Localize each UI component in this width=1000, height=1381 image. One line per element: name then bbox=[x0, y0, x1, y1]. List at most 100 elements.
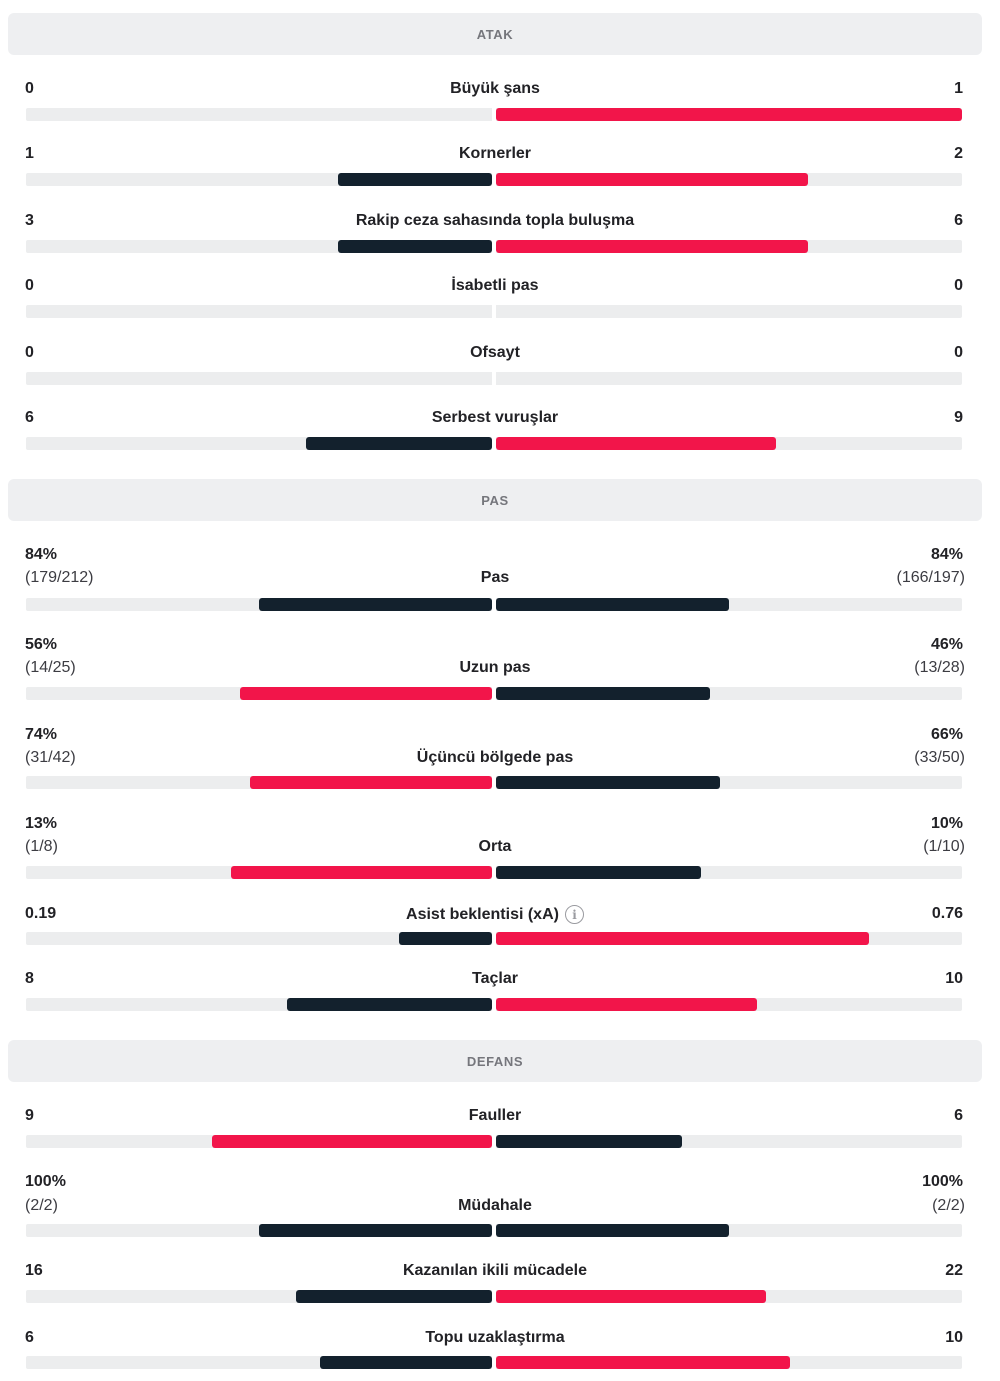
stat-label: Üçüncü bölgede pas bbox=[0, 749, 990, 767]
home-bar-fill bbox=[338, 240, 492, 253]
away-value: 100% bbox=[922, 1173, 963, 1190]
away-bar-track bbox=[496, 932, 962, 945]
away-value: 10 bbox=[945, 1329, 963, 1346]
home-value: 13% bbox=[25, 815, 58, 832]
away-bar-track bbox=[496, 776, 962, 789]
stat-label: Serbest vuruşlar bbox=[0, 409, 990, 427]
home-bar-fill bbox=[259, 1224, 492, 1237]
stat-label-text: Asist beklentisi (xA) bbox=[406, 905, 559, 923]
home-bar-fill bbox=[231, 866, 492, 879]
home-value: 100% bbox=[25, 1173, 66, 1190]
stat-label: Uzun pas bbox=[0, 659, 990, 677]
away-bar-fill bbox=[496, 108, 962, 121]
home-value: 3 bbox=[25, 212, 34, 229]
away-value: 2 bbox=[954, 145, 963, 162]
home-bar-track bbox=[26, 173, 492, 186]
home-bar-fill bbox=[306, 437, 492, 450]
away-bar-track bbox=[496, 598, 962, 611]
away-value: 6 bbox=[954, 1107, 963, 1124]
away-bar-track bbox=[496, 866, 962, 879]
info-icon[interactable]: i bbox=[564, 905, 584, 924]
stat-label-text: Üçüncü bölgede pas bbox=[416, 749, 574, 766]
away-value: 22 bbox=[945, 1262, 963, 1279]
home-bar-track bbox=[26, 866, 492, 879]
home-detail: (179/212) bbox=[25, 569, 94, 586]
away-bar-fill bbox=[496, 998, 757, 1011]
home-detail: (1/8) bbox=[25, 838, 58, 855]
home-value: 56% bbox=[25, 636, 58, 653]
away-value: 10% bbox=[930, 815, 963, 832]
home-value: 74% bbox=[25, 726, 58, 743]
stat-label-text: Uzun pas bbox=[459, 659, 531, 676]
away-bar-fill bbox=[496, 1224, 729, 1237]
section-header-atak: ATAK bbox=[8, 13, 982, 55]
home-value: 0 bbox=[25, 277, 34, 294]
home-bar-fill bbox=[399, 932, 492, 945]
stat-label-text: Müdahale bbox=[458, 1197, 532, 1214]
home-value: 9 bbox=[25, 1107, 34, 1124]
stat-label-text: Pas bbox=[480, 569, 510, 586]
away-value: 84% bbox=[930, 546, 963, 563]
home-value: 1 bbox=[25, 145, 34, 162]
home-bar-track bbox=[26, 1290, 492, 1303]
stat-label: Büyük şans bbox=[0, 80, 990, 98]
away-bar-track bbox=[496, 372, 962, 385]
away-detail: (13/28) bbox=[914, 659, 965, 676]
away-value: 0 bbox=[954, 344, 963, 361]
away-bar-fill bbox=[496, 173, 808, 186]
home-detail: (14/25) bbox=[25, 659, 76, 676]
stat-label: Müdahale bbox=[0, 1197, 990, 1215]
home-bar-track bbox=[26, 437, 492, 450]
home-bar-track bbox=[26, 372, 492, 385]
away-bar-track bbox=[496, 108, 962, 121]
stat-label: Asist beklentisi (xA) i bbox=[0, 905, 990, 924]
stat-label-text: Fauller bbox=[468, 1107, 522, 1124]
stat-label-text: Kornerler bbox=[458, 145, 532, 162]
away-detail: (33/50) bbox=[914, 749, 965, 766]
stat-label-text: İsabetli pas bbox=[451, 277, 539, 294]
stat-label-text: Büyük şans bbox=[450, 80, 540, 97]
stat-label: Fauller bbox=[0, 1107, 990, 1125]
home-bar-fill bbox=[287, 998, 492, 1011]
away-value: 1 bbox=[954, 80, 963, 97]
away-bar-fill bbox=[496, 687, 710, 700]
away-bar-track bbox=[496, 1224, 962, 1237]
home-value: 0.19 bbox=[25, 905, 57, 922]
stat-label-text: Orta bbox=[478, 838, 512, 855]
home-bar-fill bbox=[212, 1135, 492, 1148]
away-bar-track bbox=[496, 998, 962, 1011]
stat-label-text: Rakip ceza sahasında topla buluşma bbox=[355, 212, 635, 229]
home-bar-fill bbox=[320, 1356, 492, 1369]
stat-label: İsabetli pas bbox=[0, 277, 990, 295]
away-detail: (2/2) bbox=[932, 1197, 965, 1214]
home-bar-track bbox=[26, 776, 492, 789]
home-value: 8 bbox=[25, 970, 34, 987]
home-bar-track bbox=[26, 240, 492, 253]
away-bar-fill bbox=[496, 240, 808, 253]
away-detail: (166/197) bbox=[896, 569, 966, 586]
away-value: 0 bbox=[954, 277, 963, 294]
away-value: 46% bbox=[930, 636, 963, 653]
home-bar-fill bbox=[250, 776, 492, 789]
home-bar-fill bbox=[259, 598, 492, 611]
stat-label: Kornerler bbox=[0, 145, 990, 163]
stat-label: Taçlar bbox=[0, 970, 990, 988]
away-value: 66% bbox=[930, 726, 963, 743]
away-value: 6 bbox=[954, 212, 963, 229]
home-value: 84% bbox=[25, 546, 58, 563]
away-bar-fill bbox=[496, 598, 729, 611]
away-detail: (1/10) bbox=[923, 838, 965, 855]
stat-label-text: Kazanılan ikili mücadele bbox=[402, 1262, 588, 1279]
section-header-defans: DEFANS bbox=[8, 1040, 982, 1082]
home-bar-track bbox=[26, 932, 492, 945]
home-bar-track bbox=[26, 598, 492, 611]
away-bar-track bbox=[496, 687, 962, 700]
stat-label-text: Taçlar bbox=[472, 970, 518, 987]
home-bar-track bbox=[26, 1224, 492, 1237]
away-bar-track bbox=[496, 173, 962, 186]
away-value: 10 bbox=[945, 970, 963, 987]
stat-label: Rakip ceza sahasında topla buluşma bbox=[0, 212, 990, 230]
stat-label: Ofsayt bbox=[0, 344, 990, 362]
home-value: 6 bbox=[25, 1329, 34, 1346]
stat-label: Orta bbox=[0, 838, 990, 856]
